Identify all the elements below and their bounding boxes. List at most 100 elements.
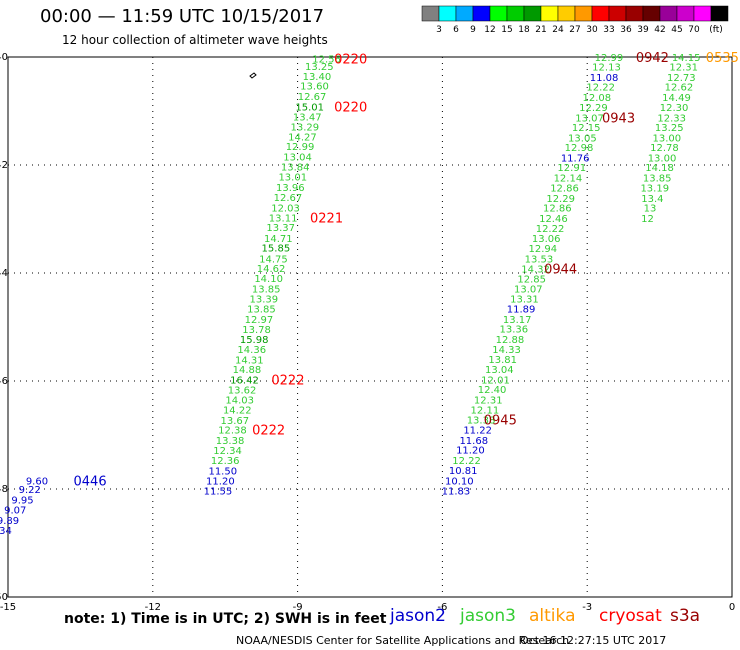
swh-value: 15.98 xyxy=(240,335,269,346)
footer-date: Oct 16 12:27:15 UTC 2017 xyxy=(520,634,667,647)
lon-tick-label: -6 xyxy=(437,602,447,610)
swh-value: 13.31 xyxy=(510,294,539,305)
swh-value: 12.86 xyxy=(550,184,579,195)
swh-value: 13.07 xyxy=(514,285,543,296)
swh-value: 12.78 xyxy=(650,143,679,154)
swh-value: 13.38 xyxy=(216,436,245,447)
swh-value: 10.10 xyxy=(445,476,474,487)
swh-value: 13.37 xyxy=(266,223,295,234)
swh-value: 13.00 xyxy=(653,133,682,144)
colorbar-label: 24 xyxy=(552,25,564,35)
lon-tick-label: 0 xyxy=(729,602,735,610)
swh-value: 11.22 xyxy=(463,426,492,437)
swh-value: 9.07 xyxy=(4,506,26,517)
swh-value: 12.14 xyxy=(554,173,583,184)
swh-value: 11.50 xyxy=(208,467,237,478)
swh-value: 14.71 xyxy=(264,234,293,245)
swh-value: 12.22 xyxy=(452,456,481,467)
colorbar-label: 12 xyxy=(484,25,495,35)
swh-value: 12.86 xyxy=(543,204,572,215)
swh-value: 11.68 xyxy=(459,436,488,447)
colorbar-label: 18 xyxy=(518,25,530,35)
swh-value: 13.19 xyxy=(640,184,669,195)
swh-value: 12.94 xyxy=(528,244,557,255)
swh-value: 9.95 xyxy=(11,495,33,506)
pass-time-label: 0222 xyxy=(271,373,304,388)
lon-tick-label: -9 xyxy=(293,602,303,610)
swh-value: 14.49 xyxy=(662,93,691,104)
swh-value: 12.67 xyxy=(298,92,327,103)
pass-time-label: 0945 xyxy=(484,413,517,428)
swh-value: 13.47 xyxy=(293,112,322,123)
swh-value: 13.11 xyxy=(269,213,298,224)
swh-value: 14.36 xyxy=(237,345,266,356)
swh-value: 11.20 xyxy=(206,476,235,487)
swh-value: 13.85 xyxy=(247,305,276,316)
swh-value: 12.34 xyxy=(213,446,242,457)
swh-value: 13.17 xyxy=(503,315,532,326)
swh-value: 12.99 xyxy=(286,142,315,153)
swh-value: 14.62 xyxy=(257,264,286,275)
swh-value: 14.75 xyxy=(259,254,288,265)
map-frame xyxy=(7,56,733,598)
swh-value: 11.83 xyxy=(442,487,471,498)
pass-time-label: 0943 xyxy=(602,111,635,126)
swh-value: 12.29 xyxy=(546,194,575,205)
legend-cryosat: cryosat xyxy=(599,606,662,626)
swh-value: 16.42 xyxy=(230,375,259,386)
swh-value: 12 xyxy=(641,214,654,225)
swh-value: 13.84 xyxy=(281,163,310,174)
swh-value: 14.10 xyxy=(254,274,283,285)
swh-value: 12.13 xyxy=(592,63,621,74)
swh-value: 13.38 xyxy=(467,415,496,426)
colorbar-label: 45 xyxy=(671,25,682,35)
swh-value: 12.22 xyxy=(536,224,565,235)
legend-jason3: jason3 xyxy=(460,606,516,626)
lon-tick-label: -3 xyxy=(582,602,592,610)
colorbar-label: 6 xyxy=(453,25,459,35)
swh-value: 12.22 xyxy=(586,83,615,94)
swh-value: 14.31 xyxy=(235,355,264,366)
pass-time-label: 0942 xyxy=(636,51,669,66)
swh-value: 13.60 xyxy=(300,82,329,93)
swh-value: 12.03 xyxy=(271,204,300,215)
legend-s3a: s3a xyxy=(670,606,701,626)
lat-tick-label: 40 xyxy=(0,52,8,63)
swh-value: 11.08 xyxy=(590,73,619,84)
colorbar-label: 70 xyxy=(688,25,700,35)
swh-value: 13.78 xyxy=(242,325,271,336)
lat-tick-label: 50 xyxy=(0,592,8,603)
swh-value: 13.62 xyxy=(228,386,257,397)
lat-tick-label: 42 xyxy=(0,160,8,171)
swh-value: 12.36 xyxy=(211,456,240,467)
swh-value: 12.85 xyxy=(517,274,546,285)
swh-value: 12.29 xyxy=(579,103,608,114)
swh-value: 12.38 xyxy=(218,426,247,437)
swh-value: 11.55 xyxy=(204,487,233,498)
swh-value: 13.25 xyxy=(655,123,684,134)
legend-jason2: jason2 xyxy=(390,606,446,626)
swh-value: 13.07 xyxy=(575,113,604,124)
lat-tick-label: 44 xyxy=(0,268,8,279)
swh-value: 12.67 xyxy=(274,193,303,204)
map-subtitle: 12 hour collection of altimeter wave hei… xyxy=(62,33,328,47)
swh-value: 9.89 xyxy=(0,516,19,527)
swh-value: 13 xyxy=(644,204,657,215)
swh-value: 12.40 xyxy=(478,385,507,396)
swh-value: 12.01 xyxy=(481,375,510,386)
swh-value: 15.01 xyxy=(295,103,324,114)
swh-value: 11.89 xyxy=(507,305,536,316)
colorbar-label: 21 xyxy=(535,25,546,35)
swh-value: 9.60 xyxy=(26,476,48,487)
island-outline xyxy=(249,72,257,79)
swh-value: 12.88 xyxy=(496,335,525,346)
swh-value: 15.85 xyxy=(262,244,291,255)
colorbar-label: 30 xyxy=(586,25,598,35)
swh-value: 13.39 xyxy=(249,294,278,305)
footer-credit: NOAA/NESDIS Center for Satellite Applica… xyxy=(236,634,570,647)
pass-time-label: 0222 xyxy=(252,424,285,439)
swh-value: 13.40 xyxy=(303,72,332,83)
swh-value: 13.4 xyxy=(641,194,663,205)
altimeter-map: -15-12-9-6-3040424446485012.5613.2513.40… xyxy=(0,51,739,610)
colorbar-label: 39 xyxy=(637,25,649,35)
